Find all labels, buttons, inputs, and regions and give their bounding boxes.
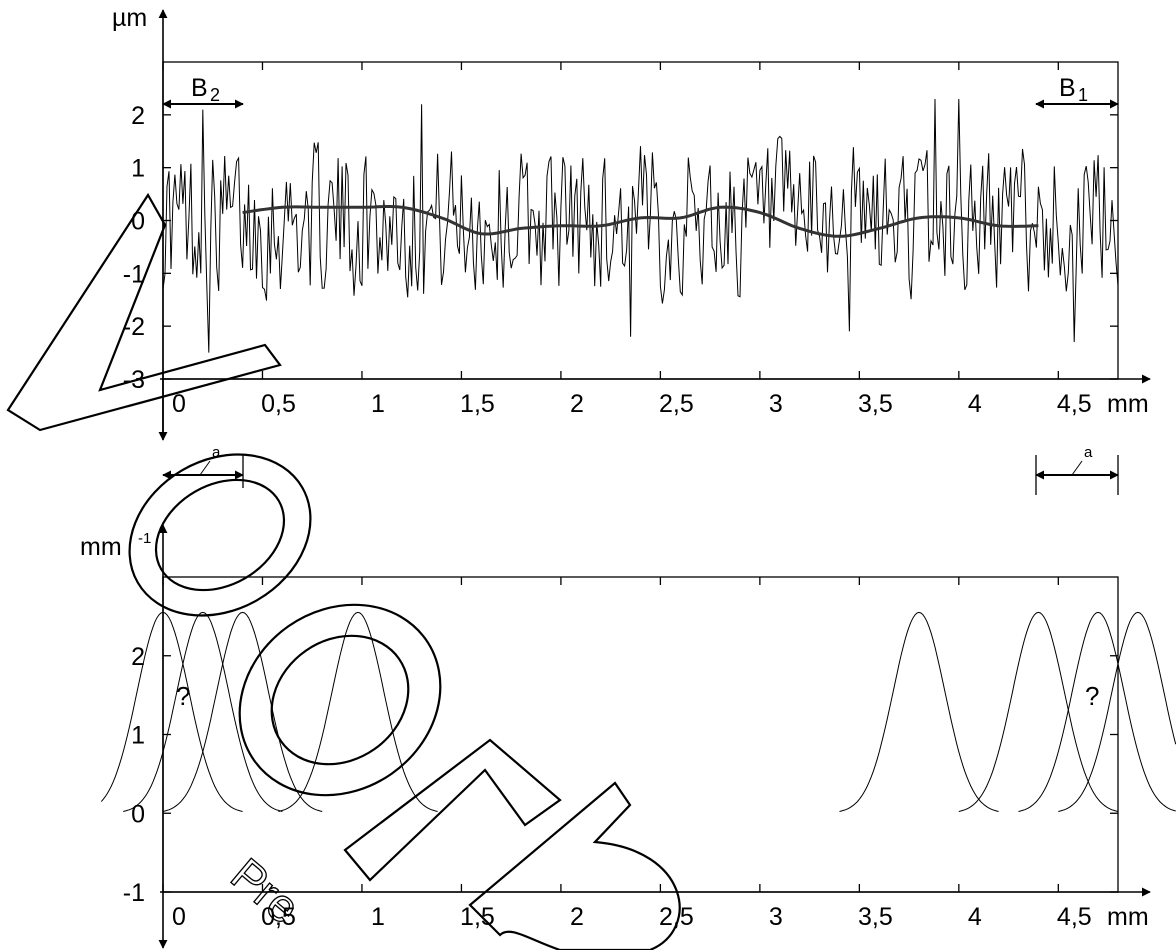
watermark-letter-o2 bbox=[238, 603, 442, 797]
watermark-letter-v bbox=[6, 192, 282, 432]
top-x-tick-label: 0,5 bbox=[261, 390, 296, 418]
b1-annotation: B 1 bbox=[1035, 74, 1119, 109]
bottom-x-tick-label: 3 bbox=[769, 903, 783, 931]
gaussian-curve bbox=[162, 611, 323, 812]
bottom-y-tick-label: 1 bbox=[131, 722, 145, 750]
question-mark-left: ? bbox=[176, 681, 190, 711]
top-x-tick-label: 2,5 bbox=[659, 390, 694, 418]
top-y-tick-label: 1 bbox=[131, 155, 145, 183]
watermark-letter-o1 bbox=[128, 453, 312, 617]
top-x-tick-labels: 0 0,5 1 1,5 2 2,5 3 3,5 4 4,5 bbox=[172, 390, 1092, 418]
span-a-right-label: a bbox=[1084, 444, 1093, 461]
bottom-x-axis-unit: mm bbox=[1107, 903, 1149, 931]
top-x-tick-label: 1 bbox=[371, 390, 385, 418]
b2-annotation: B 2 bbox=[162, 74, 244, 109]
gaussian-curve bbox=[958, 611, 1119, 812]
b2-subscript: 2 bbox=[210, 85, 220, 105]
bottom-tick-marks bbox=[162, 577, 1118, 893]
watermark-letter-r bbox=[343, 738, 562, 882]
bottom-plot-frame bbox=[162, 576, 1119, 893]
top-y-axis-unit: µm bbox=[112, 4, 147, 32]
gaussian-curve bbox=[839, 611, 999, 812]
span-a-right: a bbox=[1035, 444, 1119, 495]
watermark-letter-b bbox=[468, 781, 681, 950]
bottom-x-tick-label: 4,5 bbox=[1057, 903, 1092, 931]
bottom-x-tick-label: 2 bbox=[570, 903, 584, 931]
span-a-right-leader bbox=[1071, 460, 1083, 476]
top-x-tick-label: 4 bbox=[968, 390, 982, 418]
bottom-x-tick-label: 0 bbox=[172, 903, 186, 931]
top-y-tick-label: 2 bbox=[131, 102, 145, 130]
watermark-logo: Pre bbox=[6, 192, 681, 950]
b2-label: B bbox=[191, 74, 208, 102]
top-x-tick-label: 2 bbox=[570, 390, 584, 418]
b1-label: B bbox=[1059, 74, 1076, 102]
top-y-tick-label: -2 bbox=[123, 313, 145, 341]
gaussian-curve bbox=[123, 611, 283, 812]
span-a-left: a bbox=[162, 444, 244, 488]
bottom-x-tick-label: 0,5 bbox=[261, 903, 296, 931]
bottom-x-tick-label: 1 bbox=[371, 903, 385, 931]
question-mark-right: ? bbox=[1085, 681, 1099, 711]
bottom-y-axis-unit: mm bbox=[80, 533, 122, 561]
top-x-tick-label: 3,5 bbox=[858, 390, 893, 418]
bottom-y-tick-label: 2 bbox=[131, 643, 145, 671]
bottom-x-tick-label: 1,5 bbox=[460, 903, 495, 931]
top-x-axis-unit: mm bbox=[1107, 390, 1149, 418]
gaussian-curve bbox=[1058, 611, 1176, 812]
gaussian-curve bbox=[100, 611, 243, 812]
top-x-tick-label: 1,5 bbox=[460, 390, 495, 418]
span-a-left-leader bbox=[199, 460, 211, 476]
bottom-x-tick-label: 4 bbox=[968, 903, 982, 931]
gaussian-curve bbox=[278, 611, 438, 812]
bottom-x-tick-labels: 0 0,5 1 1,5 2 2,5 3 3,5 4 4,5 bbox=[172, 903, 1092, 931]
span-a-left-label: a bbox=[212, 444, 221, 461]
gaussian-curve bbox=[1018, 611, 1176, 812]
b1-subscript: 1 bbox=[1078, 85, 1088, 105]
top-x-tick-label: 4,5 bbox=[1057, 390, 1092, 418]
gaussian-curves bbox=[100, 611, 1176, 812]
top-x-tick-label: 3 bbox=[769, 390, 783, 418]
profile-series-line bbox=[162, 98, 1119, 353]
bottom-x-tick-label: 3,5 bbox=[858, 903, 893, 931]
bottom-y-tick-label: -1 bbox=[123, 879, 145, 907]
bottom-y-axis-unit-exponent: -1 bbox=[138, 530, 151, 547]
top-x-tick-label: 0 bbox=[172, 390, 186, 418]
watermark-text-preview: Pre bbox=[222, 848, 310, 934]
mean-line-series bbox=[242, 205, 1039, 238]
top-y-tick-label: -1 bbox=[123, 260, 145, 288]
